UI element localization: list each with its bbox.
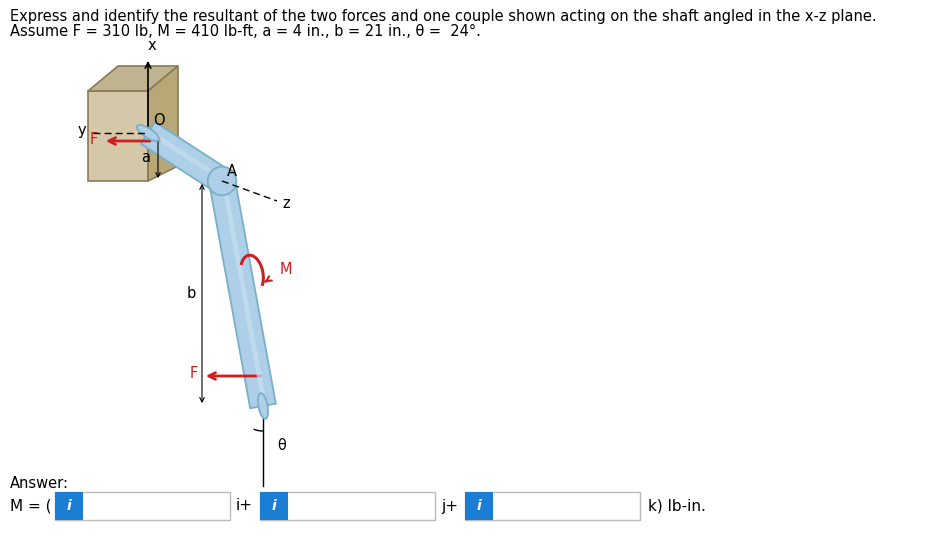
Text: i: i (66, 499, 71, 513)
Text: Assume F = 310 lb, M = 410 lb-ft, a = 4 in., b = 21 in., θ =  24°.: Assume F = 310 lb, M = 410 lb-ft, a = 4 … (10, 24, 481, 39)
Text: M = (: M = ( (10, 499, 51, 514)
Text: F: F (189, 366, 198, 381)
Polygon shape (88, 66, 178, 91)
Ellipse shape (136, 125, 159, 141)
Polygon shape (88, 91, 148, 181)
Text: x: x (148, 38, 156, 53)
Text: k) lb-in.: k) lb-in. (648, 499, 706, 514)
Polygon shape (148, 66, 178, 181)
Polygon shape (148, 129, 224, 182)
Text: b: b (187, 286, 196, 301)
Bar (465, 492, 493, 520)
Polygon shape (222, 180, 267, 406)
Bar (260, 492, 435, 520)
Text: a: a (141, 149, 150, 165)
Bar (55, 492, 230, 520)
Text: A: A (227, 164, 237, 179)
Text: Express and identify the resultant of the two forces and one couple shown acting: Express and identify the resultant of th… (10, 9, 877, 24)
Text: z: z (282, 196, 290, 210)
Bar (55, 492, 83, 520)
Bar (465, 492, 640, 520)
Text: y: y (78, 123, 86, 138)
Ellipse shape (258, 393, 268, 419)
Text: O: O (153, 113, 165, 128)
Text: i+: i+ (236, 499, 253, 514)
Text: i: i (272, 499, 277, 513)
Text: F: F (90, 132, 98, 147)
Text: i: i (476, 499, 481, 513)
Text: θ: θ (277, 439, 286, 453)
Text: M: M (280, 262, 293, 277)
Text: j+: j+ (441, 499, 458, 514)
Circle shape (207, 167, 237, 195)
Text: Answer:: Answer: (10, 476, 69, 491)
Polygon shape (141, 122, 229, 192)
Bar (260, 492, 288, 520)
Polygon shape (209, 179, 276, 408)
